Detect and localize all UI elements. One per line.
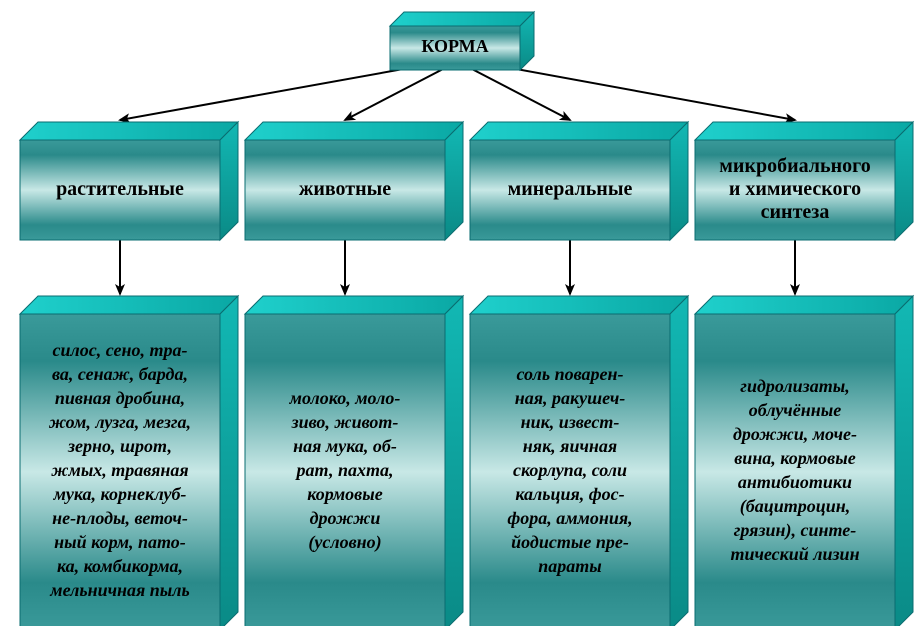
detail-box-3: гидролизаты,облучённыедрожжи, моче-вина,… bbox=[695, 296, 913, 626]
arrow-root-0 bbox=[120, 66, 420, 120]
category-box-1: животные bbox=[245, 122, 463, 240]
arrow-root-3 bbox=[500, 66, 795, 120]
root-box: КОРМА bbox=[390, 12, 534, 70]
detail-text-0: силос, сено, тра-ва, сенаж, барда,пивная… bbox=[48, 340, 191, 600]
root-label: КОРМА bbox=[421, 36, 488, 56]
detail-text-2: соль поварен-ная, ракушеч-ник, извест-ня… bbox=[507, 364, 632, 576]
detail-box-2: соль поварен-ная, ракушеч-ник, извест-ня… bbox=[470, 296, 688, 626]
boxes-layer: КОРМА растительные животные минеральные микр… bbox=[20, 12, 913, 626]
detail-box-1: молоко, моло-зиво, живот-ная мука, об-ра… bbox=[245, 296, 463, 626]
detail-box-0: силос, сено, тра-ва, сенаж, барда,пивная… bbox=[20, 296, 238, 626]
category-label-0: растительные bbox=[56, 178, 184, 200]
category-label-1: животные bbox=[299, 178, 391, 200]
category-box-0: растительные bbox=[20, 122, 238, 240]
category-label-2: минеральные bbox=[508, 178, 633, 200]
category-box-2: минеральные bbox=[470, 122, 688, 240]
diagram-canvas: КОРМА растительные животные минеральные микр… bbox=[0, 0, 920, 626]
category-box-3: микробиальногои химическогосинтеза bbox=[695, 122, 913, 240]
